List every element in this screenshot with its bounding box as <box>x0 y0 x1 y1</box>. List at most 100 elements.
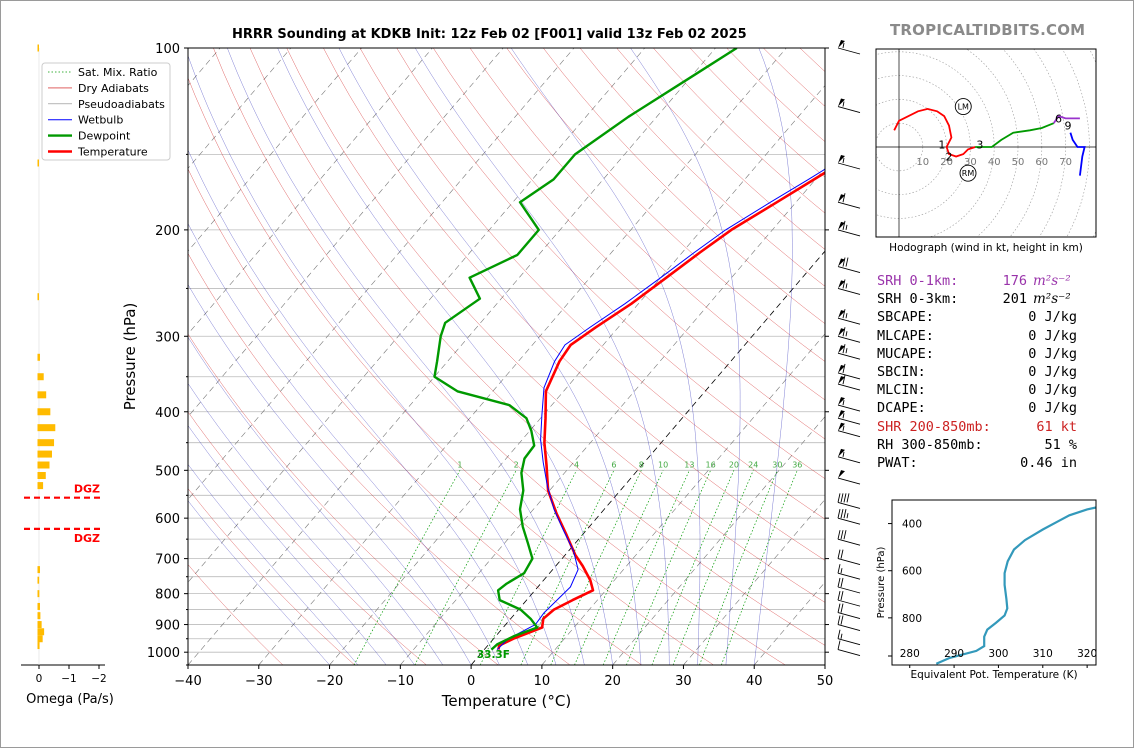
mixing-ratio-line <box>672 470 754 665</box>
dry-adiabat <box>188 564 284 665</box>
dry-adiabat <box>188 333 499 665</box>
wind-barb <box>837 309 861 325</box>
stat-row: MUCAPE: 0 J/kg <box>877 345 1077 363</box>
barb-flag <box>838 470 845 479</box>
barb-full <box>840 530 844 540</box>
wind-barb <box>837 448 861 464</box>
barb-staff <box>837 456 861 464</box>
hodo-title: Hodograph (wind in kt, height in km) <box>889 242 1083 254</box>
hodo-height-label: 1 <box>938 139 945 152</box>
stat-label: SRH 0-1km: <box>877 273 959 289</box>
barb-staff <box>837 624 861 631</box>
barb-staff <box>837 538 861 546</box>
omega-bar <box>37 44 39 52</box>
y-tick-label: 300 <box>155 330 180 345</box>
isotherm <box>329 85 825 665</box>
moist-adiabat <box>188 149 528 665</box>
x-axis-label: Temperature (°C) <box>441 692 571 710</box>
x-tick-label: 0 <box>467 674 475 689</box>
hodo-ring-label: 50 <box>1012 157 1025 168</box>
isotherm <box>188 48 716 665</box>
barb-staff <box>837 599 861 607</box>
stat-unit: m²s⁻² <box>1033 291 1071 308</box>
wind-barb <box>837 549 861 566</box>
barb-full <box>842 220 846 230</box>
dry-adiabat <box>188 252 571 665</box>
barb-full <box>837 577 841 588</box>
stat-value: 61 kt <box>1036 418 1077 435</box>
omega-bar <box>37 461 50 469</box>
wind-barb <box>837 410 861 425</box>
moist-adiabat <box>414 48 670 665</box>
stat-row: SBCIN: 0 J/kg <box>877 363 1077 381</box>
x-tick-label: 30 <box>675 674 692 689</box>
stat-label: MLCIN: <box>877 382 926 399</box>
mixing-ratio-label: 10 <box>658 460 668 469</box>
surface-temp-label: 33.3F <box>477 649 510 661</box>
barb-full <box>840 603 844 613</box>
stat-row: MLCIN: 0 J/kg <box>877 381 1077 399</box>
barb-half <box>842 400 845 406</box>
mixing-ratio-line <box>479 470 577 665</box>
barb-staff <box>837 106 861 113</box>
barb-staff <box>837 288 861 295</box>
legend-label: Pseudoadiabats <box>78 98 165 111</box>
moist-adiabat <box>188 425 387 665</box>
wind-barb <box>837 154 861 170</box>
mixing-ratio-line <box>721 470 798 665</box>
omega-bar <box>37 408 51 416</box>
x-tick-label: 40 <box>746 674 763 689</box>
barb-staff <box>837 335 861 343</box>
mixing-ratio-line <box>550 470 642 665</box>
wind-barb <box>837 470 861 485</box>
theta-e-y-tick-label: 600 <box>902 566 922 578</box>
wind-barb <box>837 577 861 594</box>
barb-half <box>845 348 848 354</box>
wind-barb <box>837 591 861 607</box>
barb-flag <box>838 345 845 354</box>
omega-bar <box>37 159 39 167</box>
moist-adiabat <box>188 336 444 665</box>
legend: Sat. Mix. Ratio Dry Adiabats Pseudoadiabat… <box>41 62 171 161</box>
barb-staff <box>837 638 861 646</box>
hodograph: 10 20 30 40 50 60 70 12 3 69 LM RM <box>876 49 1096 237</box>
stats-panel: SRH 0-1km: 176 m²s⁻² SRH 0-3km: 201 m²s⁻² SBCA… <box>877 272 1077 472</box>
mixing-ratio-line <box>520 470 615 665</box>
wind-barb <box>837 530 861 546</box>
y-axis-label: Pressure (hPa) <box>121 303 139 411</box>
storm-motion-label: LM <box>958 103 969 112</box>
moist-adiabat <box>188 463 359 665</box>
theta-e-x-tick-label: 310 <box>1033 648 1053 660</box>
dry-adiabat <box>433 48 825 440</box>
wind-barb <box>837 493 861 509</box>
dry-adiabat <box>286 48 825 603</box>
barb-staff <box>837 317 861 325</box>
barb-half <box>845 331 848 337</box>
omega-bar <box>37 576 40 584</box>
stat-value: 0 J/kg <box>1028 400 1077 417</box>
wind-barb <box>837 629 861 646</box>
wind-barb <box>837 363 861 380</box>
mixing-ratio-label: 8 <box>639 460 644 469</box>
mixing-ratio-label: 20 <box>729 460 739 469</box>
moist-adiabat <box>188 500 330 665</box>
hodo-height-label: 9 <box>1064 120 1071 133</box>
barb-half <box>842 42 845 49</box>
omega-bar <box>37 590 40 598</box>
hodo-trace <box>893 107 976 158</box>
barb-staff <box>837 417 861 425</box>
theta-e-plot <box>935 506 1096 665</box>
skewt-plot-area: 1 2 4 6 8 10 13 16 20 24 30 36 <box>188 48 825 665</box>
barb-full <box>845 257 849 267</box>
moist-adiabat <box>188 383 415 665</box>
y-tick-label: 600 <box>155 512 180 527</box>
theta-e-y-tick-label: 800 <box>902 613 922 625</box>
theta-e-x-tick-label: 300 <box>988 648 1008 660</box>
barb-flag <box>838 410 845 419</box>
omega-bar <box>37 472 46 480</box>
hodo-ring-label: 30 <box>964 157 977 168</box>
barb-full <box>840 549 844 559</box>
dry-adiabat <box>543 48 825 324</box>
stat-row: RH 300-850mb: 51 % <box>877 436 1077 454</box>
barb-staff <box>837 430 861 438</box>
